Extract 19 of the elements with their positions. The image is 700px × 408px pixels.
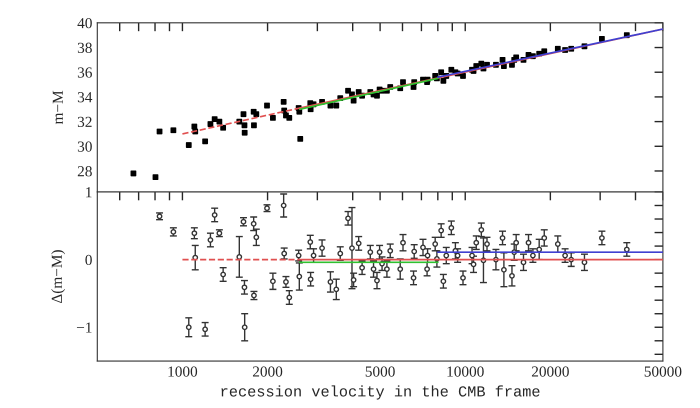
x-tick-label: 5000 [366, 366, 395, 377]
y-tick-label: 28 [78, 166, 92, 176]
x-tick-label: 1000 [168, 366, 198, 377]
y-axis-title: Δ(m−M) [51, 250, 66, 303]
x-tick-label: 2000 [252, 366, 282, 377]
y-axis-title: m−M [52, 90, 63, 124]
y-tick-label: 40 [77, 18, 92, 28]
y-tick-label: 32 [78, 116, 92, 128]
x-tick-label: 10000 [447, 366, 484, 377]
y-tick-label: −1 [76, 322, 92, 333]
y-tick-label: 30 [78, 141, 92, 152]
x-tick-label: 20000 [532, 366, 569, 377]
y-tick-label: 38 [78, 42, 92, 53]
x-tick-label: 50000 [644, 366, 682, 377]
y-tick-label: 1 [86, 187, 92, 198]
y-tick-label: 36 [78, 67, 92, 78]
y-tick-label: 34 [78, 92, 92, 102]
x-axis-title: recession velocity in the CMB frame [221, 385, 540, 400]
y-tick-label: 0 [85, 254, 92, 266]
